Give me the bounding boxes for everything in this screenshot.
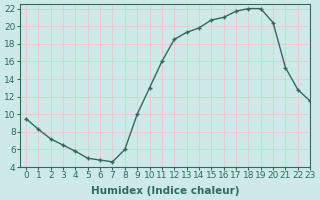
X-axis label: Humidex (Indice chaleur): Humidex (Indice chaleur) [91, 186, 239, 196]
